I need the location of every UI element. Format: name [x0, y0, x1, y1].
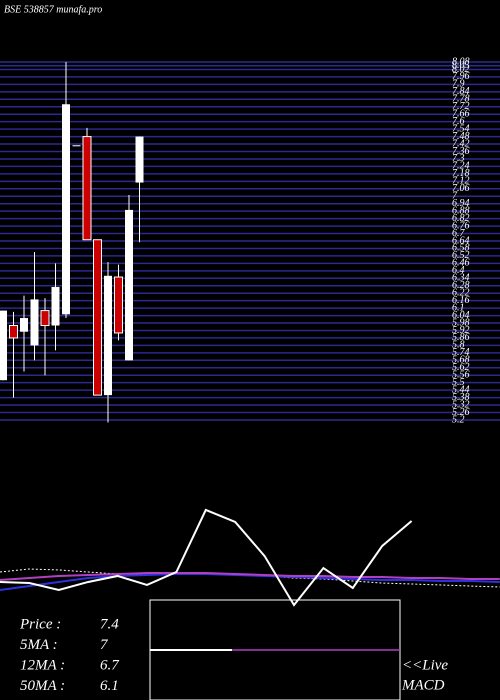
- candle-body: [40, 310, 50, 327]
- candle-body: [20, 318, 28, 332]
- indicator-line: [0, 568, 500, 588]
- y-tick-label: 7.78: [452, 94, 470, 105]
- y-tick-label: 6.4: [452, 265, 465, 276]
- indicator-label: MACD: [401, 677, 445, 693]
- live-label: <<Live: [402, 657, 448, 673]
- indicator-line: [0, 573, 500, 591]
- y-tick-label: 5.26: [452, 407, 470, 418]
- info-value: 6.7: [100, 657, 120, 673]
- info-value: 7.4: [100, 616, 119, 632]
- y-tick-label: 5.8: [452, 340, 465, 351]
- y-tick-label: 7.3: [452, 153, 465, 164]
- y-tick-label: 7.12: [452, 176, 470, 187]
- y-tick-label: 6.1: [452, 302, 465, 313]
- candle-body: [114, 276, 123, 334]
- indicator-line: [0, 508, 413, 607]
- candle-body: [51, 286, 60, 326]
- y-tick-label: 6.94: [452, 198, 470, 209]
- y-tick-label: 6.28: [452, 280, 470, 291]
- info-label: 12MA :: [20, 657, 65, 673]
- y-tick-label: 6.7: [452, 228, 466, 239]
- candle-body: [135, 136, 144, 183]
- info-value: 6.1: [100, 678, 119, 694]
- y-tick-label: 5.38: [452, 392, 470, 403]
- y-tick-label: 5.98: [452, 317, 470, 328]
- y-tick-label: 7.54: [452, 123, 470, 134]
- candle-body: [93, 239, 102, 396]
- y-tick-label: 7.48: [452, 131, 470, 142]
- y-tick-label: 5.92: [452, 325, 470, 336]
- y-tick-label: 6.64: [452, 235, 470, 246]
- y-tick-label: 7.24: [452, 161, 470, 172]
- y-tick-label: 7.36: [452, 146, 470, 157]
- candle-body: [82, 136, 92, 241]
- candle-body: [30, 299, 39, 346]
- y-tick-label: 7.84: [452, 86, 470, 97]
- y-tick-label: 7.6: [452, 116, 465, 127]
- y-tick-label: 7.72: [452, 101, 470, 112]
- y-tick-label: 5.2: [452, 414, 465, 425]
- y-tick-label: 6.52: [452, 250, 470, 261]
- y-tick-label: 5.32: [452, 399, 470, 410]
- y-tick-label: 5.56: [452, 370, 470, 381]
- y-tick-label: 6.34: [452, 273, 470, 284]
- candle-body: [72, 145, 81, 147]
- y-tick-label: 6.04: [452, 310, 470, 321]
- candle-body: [0, 310, 7, 381]
- y-tick-label: 7.9: [452, 79, 465, 90]
- y-tick-label: 6.58: [452, 243, 470, 254]
- y-tick-label: 8.02: [452, 64, 470, 75]
- y-tick-label: 5.5: [452, 377, 465, 388]
- y-tick-label: 5.74: [452, 347, 470, 358]
- candle-body: [104, 275, 112, 396]
- info-label: 50MA :: [20, 678, 65, 694]
- candle-body: [125, 209, 133, 361]
- y-tick-label: 5.62: [452, 362, 470, 373]
- candle-body: [62, 104, 70, 315]
- y-tick-label: 8.08: [452, 56, 470, 67]
- y-tick-label: 7.18: [452, 168, 470, 179]
- y-tick-label: 5.86: [452, 332, 470, 343]
- y-tick-label: 7.96: [452, 71, 470, 82]
- y-tick-label: 5.68: [452, 355, 470, 366]
- y-tick-label: 7.66: [452, 109, 470, 120]
- y-tick-label: 7.06: [452, 183, 470, 194]
- y-tick-label: 5.44: [452, 384, 470, 395]
- y-tick-label: 6.16: [452, 295, 470, 306]
- y-tick-label: 7.42: [452, 138, 470, 149]
- info-label: 5MA :: [20, 637, 58, 653]
- y-tick-label: 6.82: [452, 213, 470, 224]
- y-tick-label: 6.46: [452, 258, 470, 269]
- candle-body: [9, 325, 18, 339]
- indicator-line: [0, 571, 500, 582]
- y-tick-label: 8.05: [452, 60, 470, 71]
- y-tick-label: 6.88: [452, 205, 470, 216]
- y-tick-label: 7: [452, 191, 458, 202]
- chart-title: BSE 538857 munafa.pro: [4, 4, 102, 15]
- info-value: 7: [100, 637, 109, 653]
- info-label: Price :: [19, 616, 61, 632]
- y-tick-label: 6.22: [452, 287, 470, 298]
- y-tick-label: 6.76: [452, 220, 470, 231]
